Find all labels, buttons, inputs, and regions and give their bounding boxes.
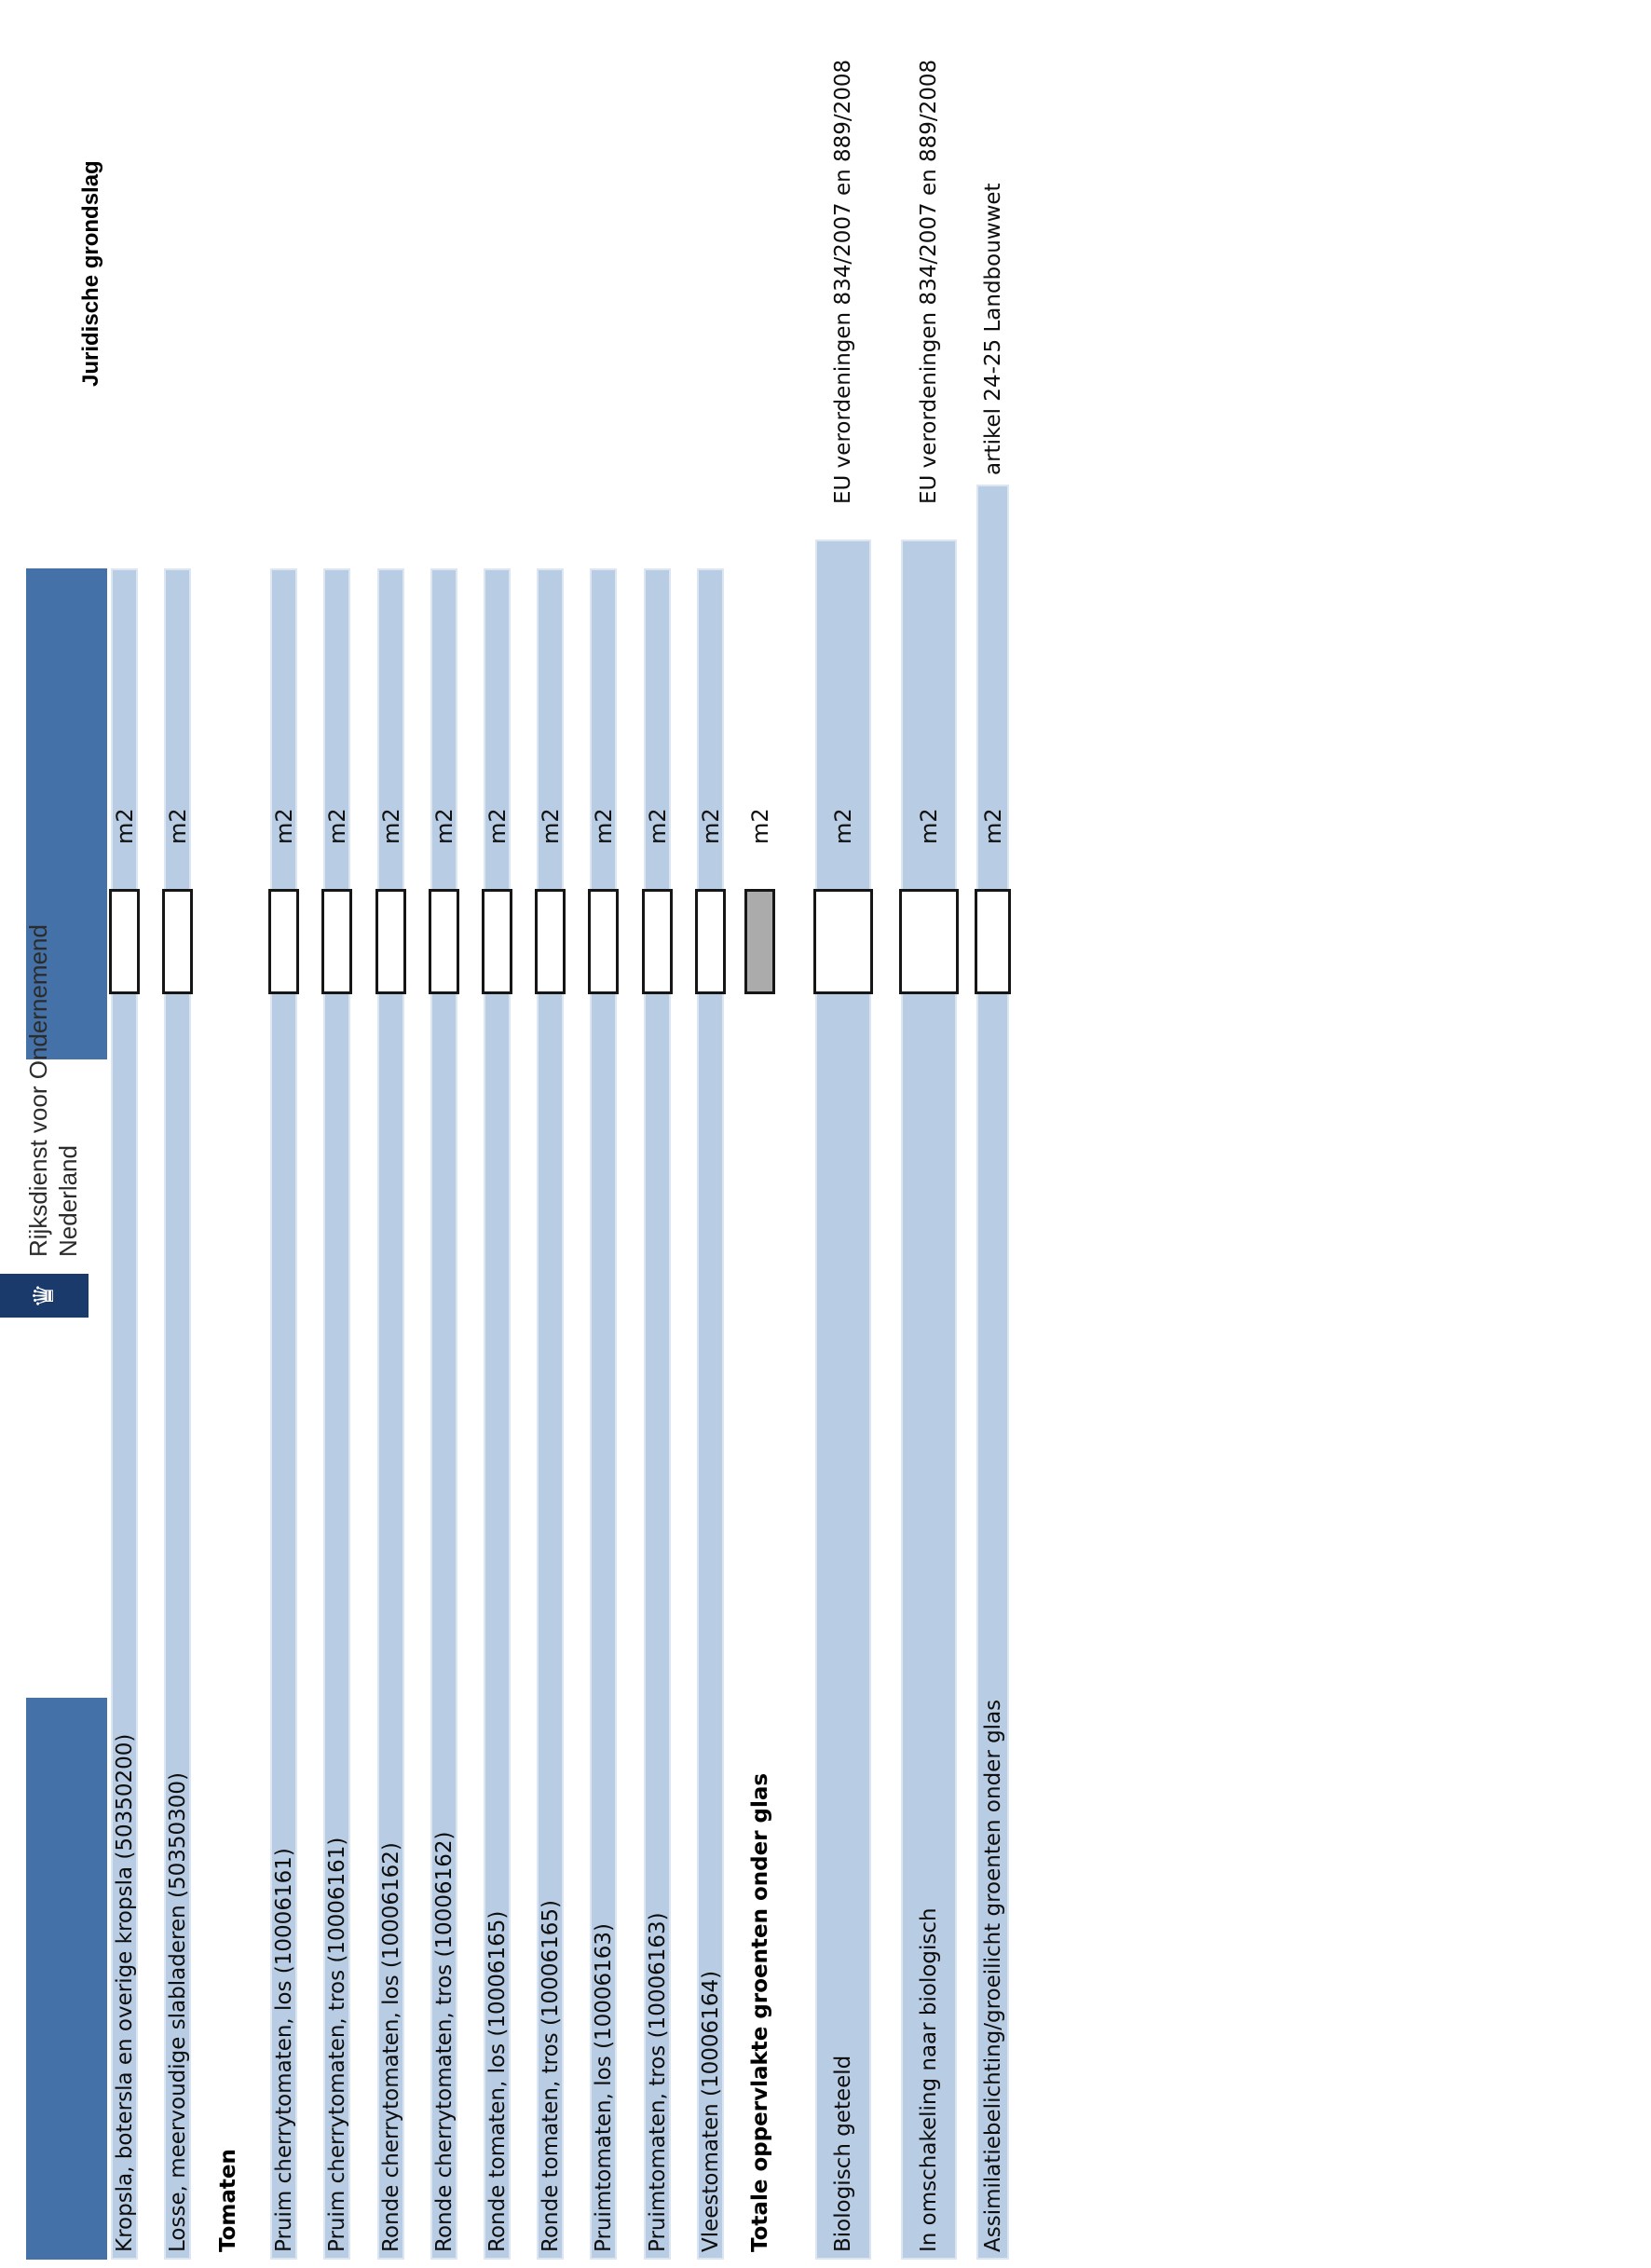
row-label: Ronde tomaten, los (10006165) [484, 1910, 510, 2252]
crown-icon: ♛ [27, 1283, 61, 1308]
area-input-box[interactable] [975, 889, 1011, 994]
area-input-box[interactable] [695, 889, 726, 994]
unit-label: m2 [164, 808, 191, 844]
unit-label: m2 [484, 808, 511, 844]
unit-label: m2 [377, 808, 404, 844]
row-stripe [815, 540, 871, 2260]
area-input-box[interactable] [375, 889, 406, 994]
area-input-box[interactable] [162, 889, 193, 994]
unit-label: m2 [270, 808, 297, 844]
unit-label: m2 [746, 808, 773, 844]
area-input-box[interactable] [813, 889, 873, 994]
area-input-box[interactable] [899, 889, 959, 994]
rijksoverheid-ribbon-logo: ♛ [0, 1274, 89, 1318]
logo-org-country: Nederland [54, 1145, 82, 1257]
unit-label: m2 [916, 808, 942, 844]
unit-label: m2 [979, 808, 1006, 844]
row-label: Ronde tomaten, tros (10006165) [538, 1900, 563, 2252]
area-input-box[interactable] [429, 889, 459, 994]
section-header-label: Tomaten [215, 2149, 240, 2252]
row-label: Assimilatiebelichting/groeilicht groente… [980, 1699, 1005, 2252]
legal-basis-text: artikel 24-25 Landbouwwet [980, 183, 1005, 475]
unit-label: m2 [537, 808, 564, 844]
row-label: Ronde cherrytomaten, tros (10006162) [431, 1831, 457, 2252]
row-label: Biologisch geteeld [831, 2055, 855, 2252]
row-label: Pruimtomaten, tros (10006163) [645, 1912, 670, 2252]
area-input-box[interactable] [535, 889, 566, 994]
unit-label: m2 [323, 808, 350, 844]
row-label: Losse, meervoudige slabladeren (50350300… [165, 1772, 190, 2252]
row-label: Kropsla, botersla en overige kropsla (50… [112, 1733, 137, 2252]
unit-label: m2 [830, 808, 856, 844]
row-label: Pruim cherrytomaten, tros (10006161) [324, 1837, 349, 2252]
unit-label: m2 [644, 808, 671, 844]
area-input-box[interactable] [268, 889, 299, 994]
unit-label: m2 [590, 808, 617, 844]
total-area-readonly-box [744, 889, 775, 994]
area-input-box[interactable] [642, 889, 673, 994]
area-input-box[interactable] [321, 889, 352, 994]
legal-basis-text: EU verordeningen 834/2007 en 889/2008 [831, 59, 855, 504]
row-label: Vleestomaten (10006164) [698, 1970, 723, 2252]
area-input-box[interactable] [482, 889, 512, 994]
row-label: Ronde cherrytomaten, los (10006162) [378, 1842, 403, 2252]
unit-label: m2 [430, 808, 457, 844]
logo-org-name: Rijksdienst voor Ondernemend [24, 924, 52, 1257]
header-bar-left-segment [26, 1698, 107, 2260]
area-input-box[interactable] [109, 889, 140, 994]
row-label: Pruimtomaten, los (10006163) [591, 1922, 616, 2252]
row-label: Totale oppervlakte groenten onder glas [747, 1772, 772, 2252]
row-label: In omschakeling naar biologisch [917, 1907, 941, 2252]
row-label: Pruim cherrytomaten, los (10006161) [271, 1848, 296, 2252]
area-input-box[interactable] [588, 889, 619, 994]
unit-label: m2 [111, 808, 138, 844]
legal-basis-text: EU verordeningen 834/2007 en 889/2008 [917, 59, 941, 504]
column-header-juridische-grondslag: Juridische grondslag [78, 160, 103, 387]
unit-label: m2 [697, 808, 724, 844]
